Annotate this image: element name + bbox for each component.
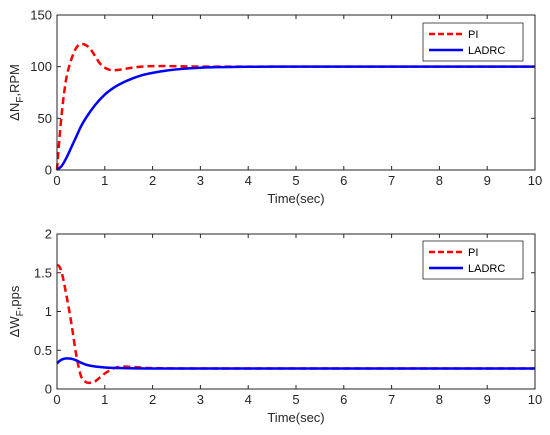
bottom-x-ticks: 0 1 2 3 4 5 6 7 8 9 10 [53,234,542,407]
bottom-x-tick-label: 4 [245,392,252,407]
top-x-tick-label: 8 [436,173,443,188]
top-x-axis-label: Time(sec) [267,191,324,206]
bottom-legend-pi-label: PI [468,247,478,259]
top-series-lines [55,42,535,171]
top-y-tick-label: 100 [30,59,52,74]
top-y-axis-label-sub: F [15,97,26,103]
bottom-x-tick-label: 10 [528,392,542,407]
bottom-x-tick-label: 0 [53,392,60,407]
bottom-legend-box [422,240,524,280]
top-x-tick-label: 7 [388,173,395,188]
bottom-x-tick-label: 7 [388,392,395,407]
top-y-tick-label: 150 [30,8,52,23]
top-legend-pi-label: PI [468,29,478,41]
top-y-axis-label: ΔNF,RPM [7,64,26,121]
bottom-y-axis-label-sub: F [15,310,26,316]
bottom-x-tick-label: 9 [484,392,491,407]
top-series-ladrc-line [56,65,535,171]
bottom-y-tick-label: 1.5 [34,265,52,280]
bottom-x-tick-label: 1 [101,392,108,407]
bottom-y-tick-label: 1 [45,304,52,319]
top-x-tick-label: 1 [101,173,108,188]
bottom-x-tick-label: 5 [292,392,299,407]
top-y-tick-label: 50 [38,111,52,126]
top-y-axis-label-main: ΔN [7,103,22,121]
bottom-y-ticks: 0 0.5 1 1.5 2 [34,227,535,397]
bottom-y-axis-label-unit: ,pps [7,285,22,310]
top-y-tick-label: 0 [45,163,52,178]
bottom-series-ladrc-line [56,357,535,370]
bottom-y-tick-label: 0.5 [34,343,52,358]
top-legend-box [422,22,524,62]
top-x-tick-label: 9 [484,173,491,188]
bottom-chart: 0 1 2 3 4 5 6 7 8 9 10 0 0.5 1 1.5 2 Time(sec) ΔWF,pps… [7,227,542,426]
bottom-y-tick-label: 0 [45,382,52,397]
top-legend-ladrc-label: LADRC [468,45,505,57]
bottom-legend: PI LADRC [422,240,524,280]
bottom-x-tick-label: 8 [436,392,443,407]
bottom-x-tick-label: 6 [340,392,347,407]
bottom-legend-ladrc-label: LADRC [468,263,505,275]
top-x-tick-label: 4 [245,173,252,188]
bottom-x-tick-label: 2 [149,392,156,407]
top-series-pi-line [55,42,535,171]
bottom-x-tick-label: 3 [197,392,204,407]
top-x-tick-label: 5 [292,173,299,188]
top-chart: 0 1 2 3 4 5 6 7 8 9 10 0 50 100 150 Time(sec) ΔNF,RPM… [7,8,542,207]
bottom-y-axis-label-main: ΔW [7,316,22,338]
bottom-series-lines [56,263,535,385]
top-y-axis-label-unit: ,RPM [7,64,22,97]
top-x-tick-label: 2 [149,173,156,188]
top-x-tick-label: 0 [53,173,60,188]
bottom-y-axis-label: ΔWF,pps [7,285,26,337]
bottom-y-tick-label: 2 [45,227,52,242]
bottom-x-axis-label: Time(sec) [267,410,324,425]
top-x-tick-label: 10 [528,173,542,188]
top-x-ticks: 0 1 2 3 4 5 6 7 8 9 10 [53,15,542,188]
top-y-ticks: 0 50 100 150 [30,8,535,178]
top-legend: PI LADRC [422,22,524,62]
top-x-tick-label: 3 [197,173,204,188]
top-x-tick-label: 6 [340,173,347,188]
